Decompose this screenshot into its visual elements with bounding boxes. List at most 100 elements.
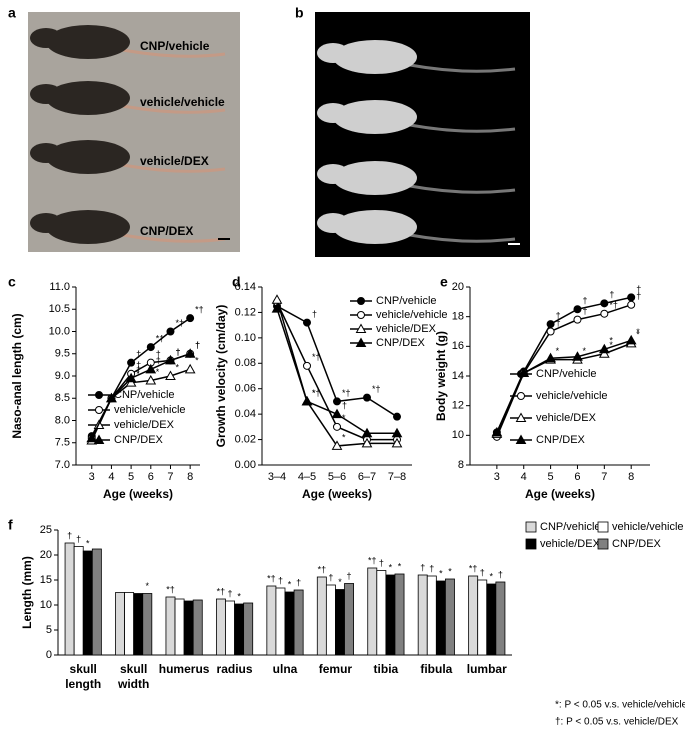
panel-letter: e xyxy=(440,274,448,290)
significance-label: * xyxy=(490,571,494,581)
significance-label: † xyxy=(136,360,141,370)
tail xyxy=(122,48,226,58)
marker xyxy=(391,437,403,448)
y-tick-label: 12 xyxy=(452,400,464,412)
mouse-body xyxy=(333,161,417,195)
y-tick-label: 10 xyxy=(40,599,52,611)
tail xyxy=(409,63,516,73)
significance-label: † xyxy=(195,340,200,350)
y-axis-title: Naso-anal length (cm) xyxy=(10,313,24,438)
significance-label: * xyxy=(136,369,140,379)
marker xyxy=(165,354,176,365)
x-tick-label: skull width xyxy=(117,662,149,691)
legend-label: CNP/vehicle xyxy=(540,521,601,533)
x-tick-label: 7 xyxy=(167,471,173,483)
marker xyxy=(600,299,609,308)
legend-marker xyxy=(355,337,367,347)
y-axis-title: Body weight (g) xyxy=(434,331,448,421)
marker xyxy=(166,327,175,336)
significance-label: * xyxy=(237,591,241,601)
legend-label: CNP/DEX xyxy=(612,538,662,550)
mouse-body xyxy=(333,210,417,244)
bar xyxy=(293,589,304,656)
bar xyxy=(495,581,506,656)
marker xyxy=(546,320,555,329)
mouse-body xyxy=(333,40,417,74)
significance-label: * xyxy=(636,330,640,340)
legend-marker xyxy=(515,434,527,444)
tail xyxy=(122,233,226,243)
significance-label: * xyxy=(398,561,402,571)
x-tick-label: fibula xyxy=(420,662,452,676)
significance-label: *† xyxy=(156,333,165,343)
significance-label: * xyxy=(389,562,393,572)
bar xyxy=(385,574,396,656)
photo-label: CNP/vehicle xyxy=(140,39,210,53)
legend-swatch xyxy=(597,538,609,550)
panel-letter: f xyxy=(8,517,13,533)
significance-label: † xyxy=(328,572,333,582)
bar xyxy=(124,592,135,656)
y-tick-label: 10.5 xyxy=(49,303,70,315)
marker xyxy=(145,363,157,374)
photo-label: CNP/DEX xyxy=(432,224,485,238)
mouse-head xyxy=(30,213,62,233)
scale-bar xyxy=(508,243,520,245)
marker xyxy=(361,427,373,438)
x-tick-label: 7–8 xyxy=(388,471,406,483)
significance-label: † xyxy=(136,349,141,359)
photo-label: CNP/DEX xyxy=(140,224,193,238)
significance-label: * xyxy=(338,577,342,587)
tail xyxy=(122,163,226,173)
legend-label: vehicle/vehicle xyxy=(536,390,608,402)
bar xyxy=(367,567,378,656)
significance-label: † xyxy=(556,310,561,320)
significance-label: *† xyxy=(166,584,175,594)
x-tick-label: 8 xyxy=(187,471,193,483)
x-axis-title: Age (weeks) xyxy=(103,487,173,501)
significance-label: *† xyxy=(372,384,381,394)
marker xyxy=(271,294,283,304)
bar xyxy=(243,602,254,656)
significance-label: *† xyxy=(195,305,204,315)
bar xyxy=(344,583,355,656)
y-tick-label: 8.0 xyxy=(55,414,70,426)
significance-label: *† xyxy=(312,352,321,362)
significance-label: † xyxy=(156,356,161,366)
significance-label: † xyxy=(278,575,283,585)
legend-label: CNP/DEX xyxy=(536,434,586,446)
legend-label: CNP/DEX xyxy=(376,337,426,349)
legend-label: vehicle/DEX xyxy=(114,419,175,431)
marker xyxy=(598,343,610,354)
y-tick-label: 7.0 xyxy=(55,459,70,471)
legend-label: vehicle/DEX xyxy=(376,323,437,335)
significance-label: † xyxy=(136,365,141,375)
y-tick-label: 0 xyxy=(46,649,52,661)
y-tick-label: 8 xyxy=(458,459,464,471)
bar xyxy=(183,600,194,656)
x-tick-label: 6–7 xyxy=(358,471,376,483)
marker xyxy=(361,437,373,448)
marker xyxy=(600,309,609,318)
significance-label: † xyxy=(480,567,485,577)
mouse-body xyxy=(46,81,130,115)
x-tick-label: 3 xyxy=(494,471,500,483)
marker xyxy=(125,372,137,383)
x-axis-title: Age (weeks) xyxy=(525,487,595,501)
significance-label: † xyxy=(228,588,233,598)
significance-label: *† xyxy=(368,555,377,565)
photo-label: vehicle/DEX xyxy=(432,175,501,189)
bar xyxy=(192,599,203,656)
x-tick-label: 5 xyxy=(548,471,554,483)
bar xyxy=(486,583,497,656)
y-tick-label: 11.0 xyxy=(49,281,70,293)
tail xyxy=(122,104,226,114)
significance-label: † xyxy=(156,349,161,359)
significance-label: * xyxy=(312,388,316,398)
marker xyxy=(331,408,343,419)
bar xyxy=(316,576,327,656)
significance-label: * xyxy=(636,327,640,337)
y-tick-label: 20 xyxy=(40,549,52,561)
bar xyxy=(394,573,405,656)
